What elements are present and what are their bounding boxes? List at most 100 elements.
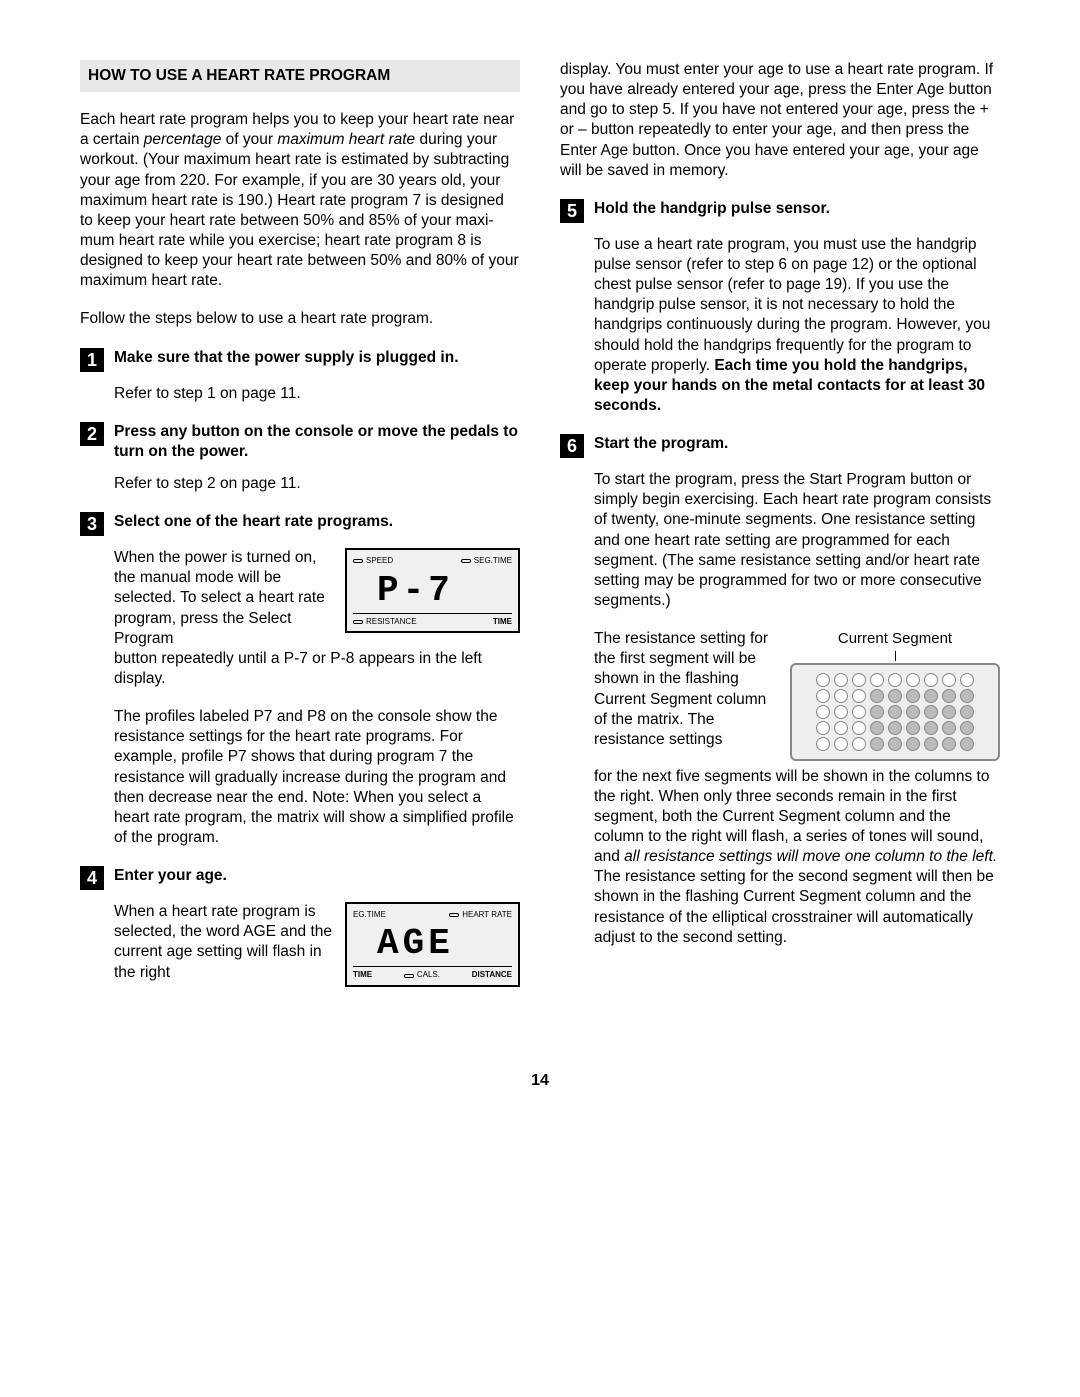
lcd-display-p7: SPEED SEG.TIME P-7 RESISTANCE TIME [345,548,520,633]
matrix-figure: Current Segment [790,629,1000,761]
matrix-dot [924,737,938,751]
matrix-dot [852,721,866,735]
matrix-dot [942,705,956,719]
matrix-dot [834,673,848,687]
step-number: 4 [80,866,104,890]
step-6-p2: Current Segment The resistance set­ting … [594,629,1000,948]
step-5-header: 5 Hold the handgrip pulse sensor. [560,199,1000,223]
lcd-top-labels: EG.TIME HEART RATE [353,910,512,920]
lcd-bottom-labels: RESISTANCE TIME [353,613,512,627]
matrix-row [800,689,990,703]
intro-paragraph-2: Follow the steps below to use a heart ra… [80,309,520,329]
step-5-body: To use a heart rate program, you must us… [594,235,1000,416]
matrix-dot [834,721,848,735]
right-column: display. You must enter your age to use … [560,60,1000,1011]
matrix-dot [888,737,902,751]
indicator-icon [353,620,363,624]
text: The resistance setting for the second se… [594,868,994,945]
step-3-p2: The profiles labeled P7 and P8 on the co… [114,707,520,848]
step-1-body: Refer to step 1 on page 11. [114,384,520,404]
matrix-dot [834,737,848,751]
step-title: Make sure that the power supply is plugg… [114,348,459,368]
lcd-label: SEG.TIME [474,556,512,566]
matrix-dot [870,673,884,687]
page-container: HOW TO USE A HEART RATE PROGRAM Each hea… [80,60,1000,1011]
lcd-label: DISTANCE [472,970,512,980]
lcd-label: RESISTANCE [366,617,417,627]
matrix-dot [816,689,830,703]
matrix-dot [924,673,938,687]
matrix-row [800,705,990,719]
matrix-dot [906,737,920,751]
matrix-dot [852,705,866,719]
indicator-icon [449,913,459,917]
section-heading: HOW TO USE A HEART RATE PROGRAM [80,60,520,92]
matrix-dot [960,673,974,687]
matrix-row [800,737,990,751]
matrix-label: Current Segment [790,629,1000,649]
indicator-icon [353,559,363,563]
matrix-dot [960,721,974,735]
matrix-dot [906,721,920,735]
text: To use a heart rate program, you must us… [594,236,990,374]
step-1-header: 1 Make sure that the power supply is plu… [80,348,520,372]
indicator-icon [461,559,471,563]
lcd-label: CALS. [417,970,440,980]
step-number: 3 [80,512,104,536]
matrix-dot [924,705,938,719]
matrix-dot [888,721,902,735]
matrix-dot [906,673,920,687]
lcd-label: HEART RATE [462,910,512,920]
matrix-dot [960,737,974,751]
matrix-dot [942,737,956,751]
step-6-p1: To start the program, press the Start Pr… [594,470,1000,611]
intro-paragraph-1: Each heart rate program helps you to kee… [80,110,520,291]
matrix-dot [816,737,830,751]
text-italic: all resis­tance settings will move one c… [624,848,997,865]
step-title: Hold the handgrip pulse sensor. [594,199,830,219]
matrix-dot [816,721,830,735]
step-4-continuation: display. You must enter your age to use … [560,60,1000,181]
indicator-icon [404,974,414,978]
matrix-dot [852,673,866,687]
step-3-body: SPEED SEG.TIME P-7 RESISTANCE TIME When … [114,548,520,689]
lcd-segment-display: P-7 [353,567,512,613]
page-number: 14 [80,1071,1000,1092]
text: button repeatedly until a P-7 or P-8 app… [114,650,482,687]
step-2-body: Refer to step 2 on page 11. [114,474,520,494]
step-title: Select one of the heart rate programs. [114,512,393,532]
lcd-bottom-labels: TIME CALS. DISTANCE [353,966,512,980]
matrix-dot [888,673,902,687]
lcd-top-labels: SPEED SEG.TIME [353,556,512,566]
step-4-body: EG.TIME HEART RATE AGE TIME CALS. DISTAN… [114,902,520,993]
step-number: 6 [560,434,584,458]
matrix-dot [960,689,974,703]
matrix-dot [888,705,902,719]
matrix-dot [924,689,938,703]
matrix-dot [870,721,884,735]
lcd-label: SPEED [366,556,393,566]
lcd-label: TIME [353,970,372,980]
step-4-header: 4 Enter your age. [80,866,520,890]
left-column: HOW TO USE A HEART RATE PROGRAM Each hea… [80,60,520,1011]
lcd-label: EG.TIME [353,910,386,920]
matrix-dot [870,689,884,703]
step-3-header: 3 Select one of the heart rate programs. [80,512,520,536]
step-2-header: 2 Press any button on the console or mov… [80,422,520,462]
matrix-dot [906,689,920,703]
matrix-dot [870,737,884,751]
matrix-dot [870,705,884,719]
step-title: Press any button on the console or move … [114,422,520,462]
matrix-dot [816,705,830,719]
step-number: 5 [560,199,584,223]
text-italic: percentage [144,131,222,148]
matrix-dot [888,689,902,703]
text: during your workout. (Your maximum heart… [80,131,519,289]
step-title: Start the program. [594,434,728,454]
text-italic: maximum heart rate [277,131,415,148]
lcd-display-age: EG.TIME HEART RATE AGE TIME CALS. DISTAN… [345,902,520,987]
step-6-header: 6 Start the program. [560,434,1000,458]
text: When a heart rate program is select­ed, … [114,903,332,980]
matrix-dot [924,721,938,735]
pointer-line-icon [895,651,896,661]
